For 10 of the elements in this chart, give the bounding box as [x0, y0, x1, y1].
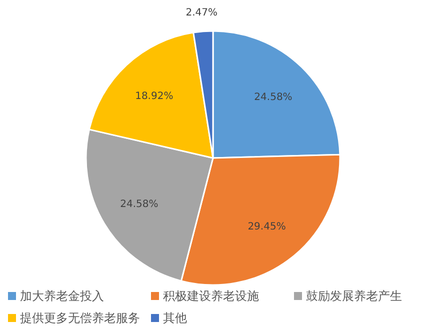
data-label: 18.92% — [135, 90, 174, 102]
legend-label: 提供更多无偿养老服务 — [20, 310, 140, 326]
data-label: 29.45% — [248, 222, 286, 233]
legend-label: 其他 — [163, 310, 187, 326]
data-label: 2.47% — [186, 7, 218, 18]
legend-label: 加大养老金投入 — [20, 288, 104, 304]
legend-label: 积极建设养老设施 — [163, 288, 259, 304]
legend-label: 鼓励发展养老产生 — [306, 288, 402, 304]
data-label: 24.58% — [120, 198, 158, 210]
data-label: 24.58% — [254, 92, 292, 104]
